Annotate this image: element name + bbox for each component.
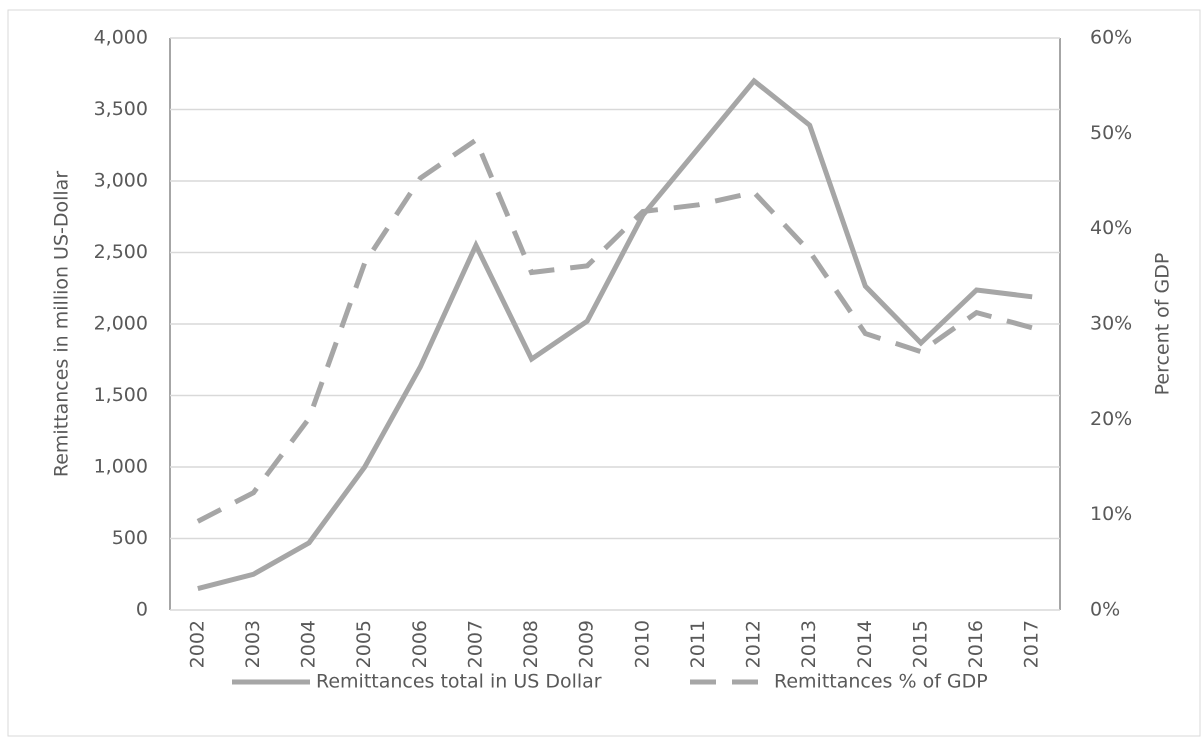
x-tick-label: 2007	[464, 620, 486, 668]
x-tick-label: 2011	[687, 620, 709, 668]
y2-axis-title: Percent of GDP	[1152, 253, 1174, 396]
x-tick-label: 2016	[965, 620, 987, 668]
y-tick-label: 500	[112, 527, 148, 549]
x-tick-label: 2005	[353, 620, 375, 668]
legend-label: Remittances total in US Dollar	[316, 671, 602, 693]
y2-tick-label: 30%	[1090, 313, 1132, 335]
y2-tick-label: 50%	[1090, 122, 1132, 144]
y2-tick-label: 20%	[1090, 408, 1132, 430]
y-tick-label: 3,500	[94, 98, 148, 120]
series-line	[196, 136, 1033, 524]
y2-tick-label: 10%	[1090, 503, 1132, 525]
y-tick-label: 2,500	[94, 241, 148, 263]
x-tick-label: 2013	[798, 620, 820, 668]
chart-frame	[7, 9, 1201, 737]
y2-tick-label: 0%	[1090, 599, 1120, 621]
x-tick-label: 2015	[909, 620, 931, 668]
x-tick-label: 2004	[298, 620, 320, 668]
y2-tick-label: 40%	[1090, 217, 1132, 239]
x-tick-label: 2010	[631, 620, 653, 668]
x-tick-label: 2014	[854, 620, 876, 668]
y-tick-label: 4,000	[94, 27, 148, 49]
x-tick-label: 2006	[409, 620, 431, 668]
series-line	[197, 77, 1033, 591]
x-tick-label: 2009	[576, 620, 598, 668]
y-axis-title: Remittances in million US-Dollar	[51, 171, 73, 477]
x-tick-label: 2003	[242, 620, 264, 668]
y-tick-label: 0	[136, 599, 148, 621]
y2-tick-label: 60%	[1090, 27, 1132, 49]
x-tick-label: 2012	[743, 620, 765, 668]
y-tick-label: 3,000	[94, 170, 148, 192]
y-tick-label: 1,500	[94, 384, 148, 406]
x-tick-label: 2008	[520, 620, 542, 668]
y-tick-label: 1,000	[94, 456, 148, 478]
x-tick-label: 2002	[186, 620, 208, 668]
x-tick-label: 2017	[1021, 620, 1043, 668]
legend-label: Remittances % of GDP	[774, 671, 988, 693]
y-tick-label: 2,000	[94, 313, 148, 335]
